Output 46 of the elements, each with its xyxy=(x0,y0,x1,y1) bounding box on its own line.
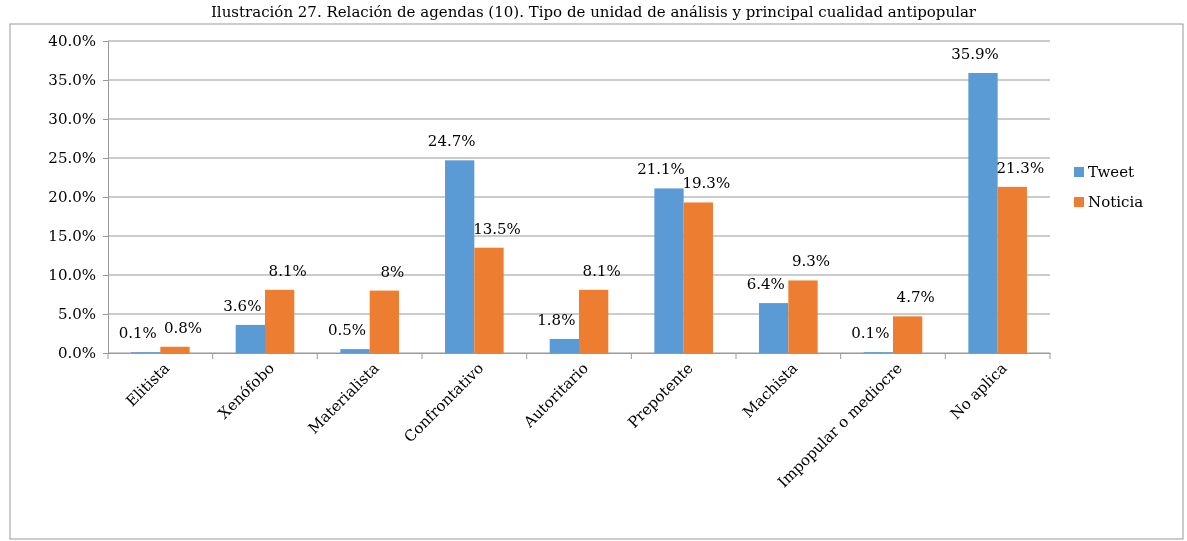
bar xyxy=(235,324,265,353)
data-label: 24.7% xyxy=(427,132,476,151)
y-tick-label: 20.0% xyxy=(48,188,96,207)
data-label: 0.5% xyxy=(327,321,367,340)
legend-label: Noticia xyxy=(1088,193,1144,211)
y-tick-label: 40.0% xyxy=(48,32,96,51)
data-label: 8.1% xyxy=(268,261,307,280)
bar xyxy=(759,303,789,353)
data-label: 6.4% xyxy=(746,275,785,294)
bar xyxy=(654,188,684,353)
data-label: 4.7% xyxy=(896,288,935,307)
data-label: 8% xyxy=(380,262,405,281)
bar xyxy=(893,316,923,353)
y-tick-label: 0.0% xyxy=(57,344,96,363)
y-tick-label: 10.0% xyxy=(48,266,96,285)
data-label: 3.6% xyxy=(223,296,262,315)
bar xyxy=(968,72,998,353)
data-label: 21.1% xyxy=(637,160,685,179)
bar xyxy=(340,349,370,353)
bar xyxy=(549,338,579,353)
bar xyxy=(369,290,399,353)
data-label: 8.1% xyxy=(582,261,621,280)
bar xyxy=(683,202,713,353)
bar xyxy=(788,280,818,353)
y-tick-label: 35.0% xyxy=(48,71,96,90)
chart-title: Ilustración 27. Relación de agendas (10). Tipo de unidad de análisis y principal cualidad antipopular xyxy=(210,3,977,21)
legend-label: Tweet xyxy=(1088,163,1135,181)
data-label: 0.1% xyxy=(851,324,890,343)
data-label: 0.8% xyxy=(163,318,203,337)
y-tick-label: 5.0% xyxy=(57,305,96,324)
data-label: 13.5% xyxy=(473,219,521,238)
data-label: 9.3% xyxy=(791,252,831,271)
y-tick-label: 15.0% xyxy=(48,227,96,246)
data-label: 35.9% xyxy=(951,44,999,63)
bar xyxy=(445,160,475,353)
bar xyxy=(579,289,609,353)
data-label: 0.1% xyxy=(118,324,157,343)
data-label: 1.8% xyxy=(537,310,576,329)
bar xyxy=(474,247,504,353)
bar xyxy=(160,346,190,353)
bar xyxy=(265,289,295,353)
data-label: 21.3% xyxy=(996,158,1045,177)
y-tick-label: 30.0% xyxy=(48,110,96,129)
y-tick-label: 25.0% xyxy=(48,149,96,168)
data-label: 19.3% xyxy=(682,174,731,193)
bar xyxy=(997,186,1027,353)
